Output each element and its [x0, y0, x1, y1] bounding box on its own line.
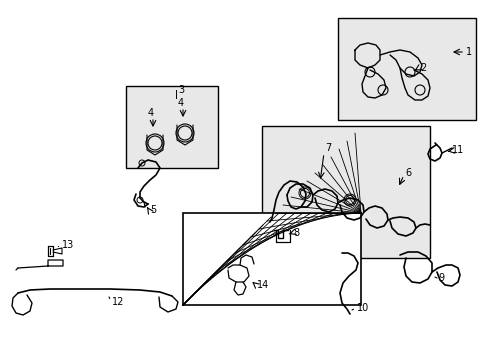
Text: 4: 4 [178, 98, 184, 108]
Bar [337, 18, 475, 120]
Text: 11: 11 [451, 145, 463, 155]
Text: 3: 3 [178, 85, 184, 95]
Text: 8: 8 [292, 228, 299, 238]
Text: 9: 9 [437, 273, 443, 283]
Text: 1: 1 [465, 47, 471, 57]
Bar [262, 126, 429, 258]
Text: 10: 10 [356, 303, 368, 313]
Text: 2: 2 [419, 63, 426, 73]
Text: 4: 4 [148, 108, 154, 118]
Text: 13: 13 [62, 240, 74, 250]
Bar [183, 213, 360, 305]
Text: 5: 5 [150, 205, 156, 215]
Text: 6: 6 [404, 168, 410, 178]
Text: 14: 14 [257, 280, 269, 290]
Text: 7: 7 [325, 143, 330, 153]
Text: 12: 12 [112, 297, 124, 307]
Bar [126, 86, 218, 168]
